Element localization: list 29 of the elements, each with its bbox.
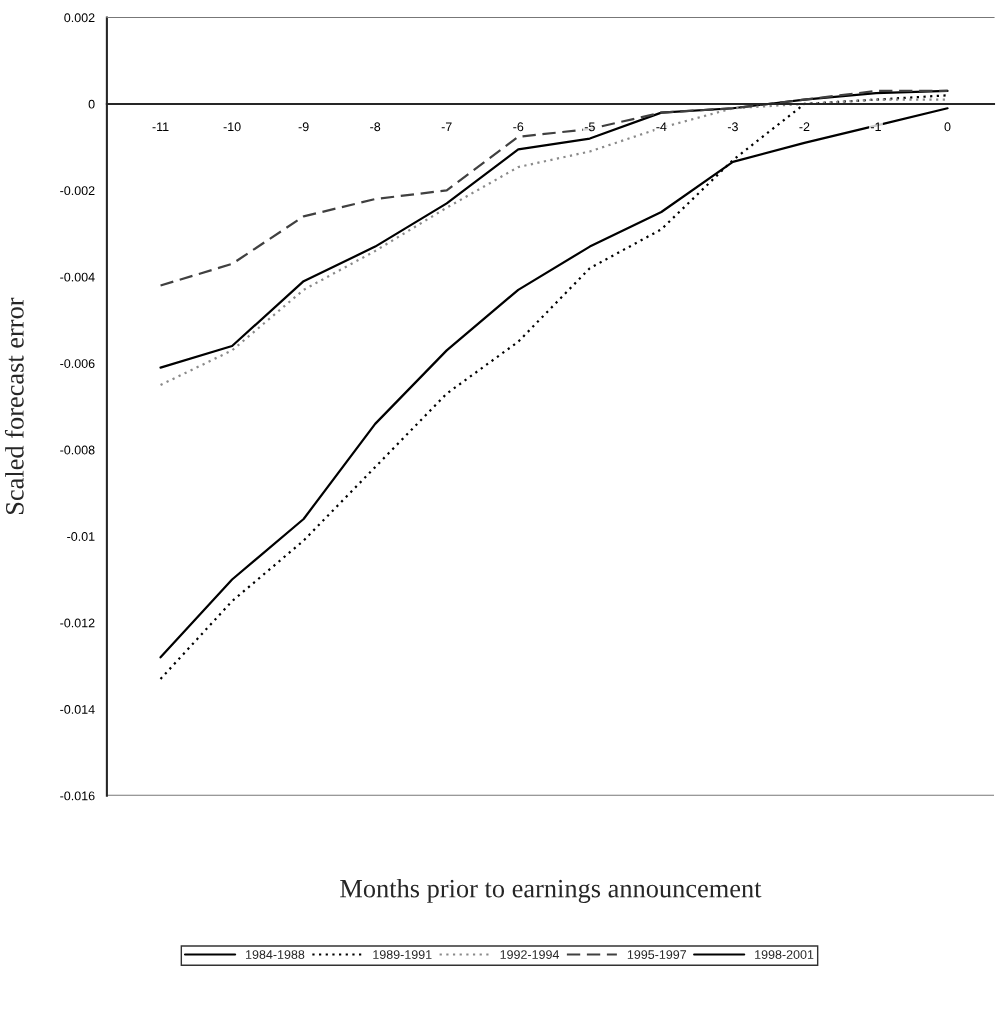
x-tick-label: -11 bbox=[152, 122, 169, 132]
x-tick-label: -3 bbox=[727, 122, 738, 132]
y-tick-label: -0.01 bbox=[67, 532, 95, 541]
x-tick-label: -4 bbox=[656, 122, 667, 132]
y-tick-label: -0.004 bbox=[60, 272, 95, 282]
x-tick-label: 0 bbox=[944, 122, 951, 132]
x-tick-label: -9 bbox=[298, 122, 309, 132]
y-tick-label: -0.012 bbox=[60, 618, 95, 628]
y-tick-label: -0.016 bbox=[60, 791, 95, 801]
y-tick-label: -0.014 bbox=[60, 705, 95, 714]
y-tick-label: -0.008 bbox=[60, 445, 95, 455]
legend-label: 1984-1988 bbox=[246, 950, 305, 959]
legend-label: 1998-2001 bbox=[755, 950, 814, 959]
y-axis-title: Scaled forecast error bbox=[4, 297, 24, 514]
x-tick-label: -10 bbox=[223, 122, 241, 132]
legend-label: 1992-1994 bbox=[500, 950, 560, 959]
y-tick-label: -0.006 bbox=[60, 359, 95, 368]
legend-label: 1995-1997 bbox=[627, 950, 687, 959]
x-tick-label: -2 bbox=[799, 122, 810, 132]
y-tick-label: -0.002 bbox=[60, 186, 95, 196]
y-tick-label: 0 bbox=[88, 99, 95, 109]
x-tick-label: -6 bbox=[513, 122, 524, 132]
x-axis-title: Months prior to earnings announcement bbox=[340, 878, 762, 903]
x-tick-label: -5 bbox=[584, 122, 595, 132]
y-tick-label: 0.002 bbox=[64, 13, 95, 23]
legend-label: 1989-1991 bbox=[373, 950, 432, 959]
x-tick-label: -1 bbox=[870, 122, 881, 132]
x-tick-label: -8 bbox=[370, 122, 381, 132]
x-tick-label: -7 bbox=[441, 122, 452, 132]
